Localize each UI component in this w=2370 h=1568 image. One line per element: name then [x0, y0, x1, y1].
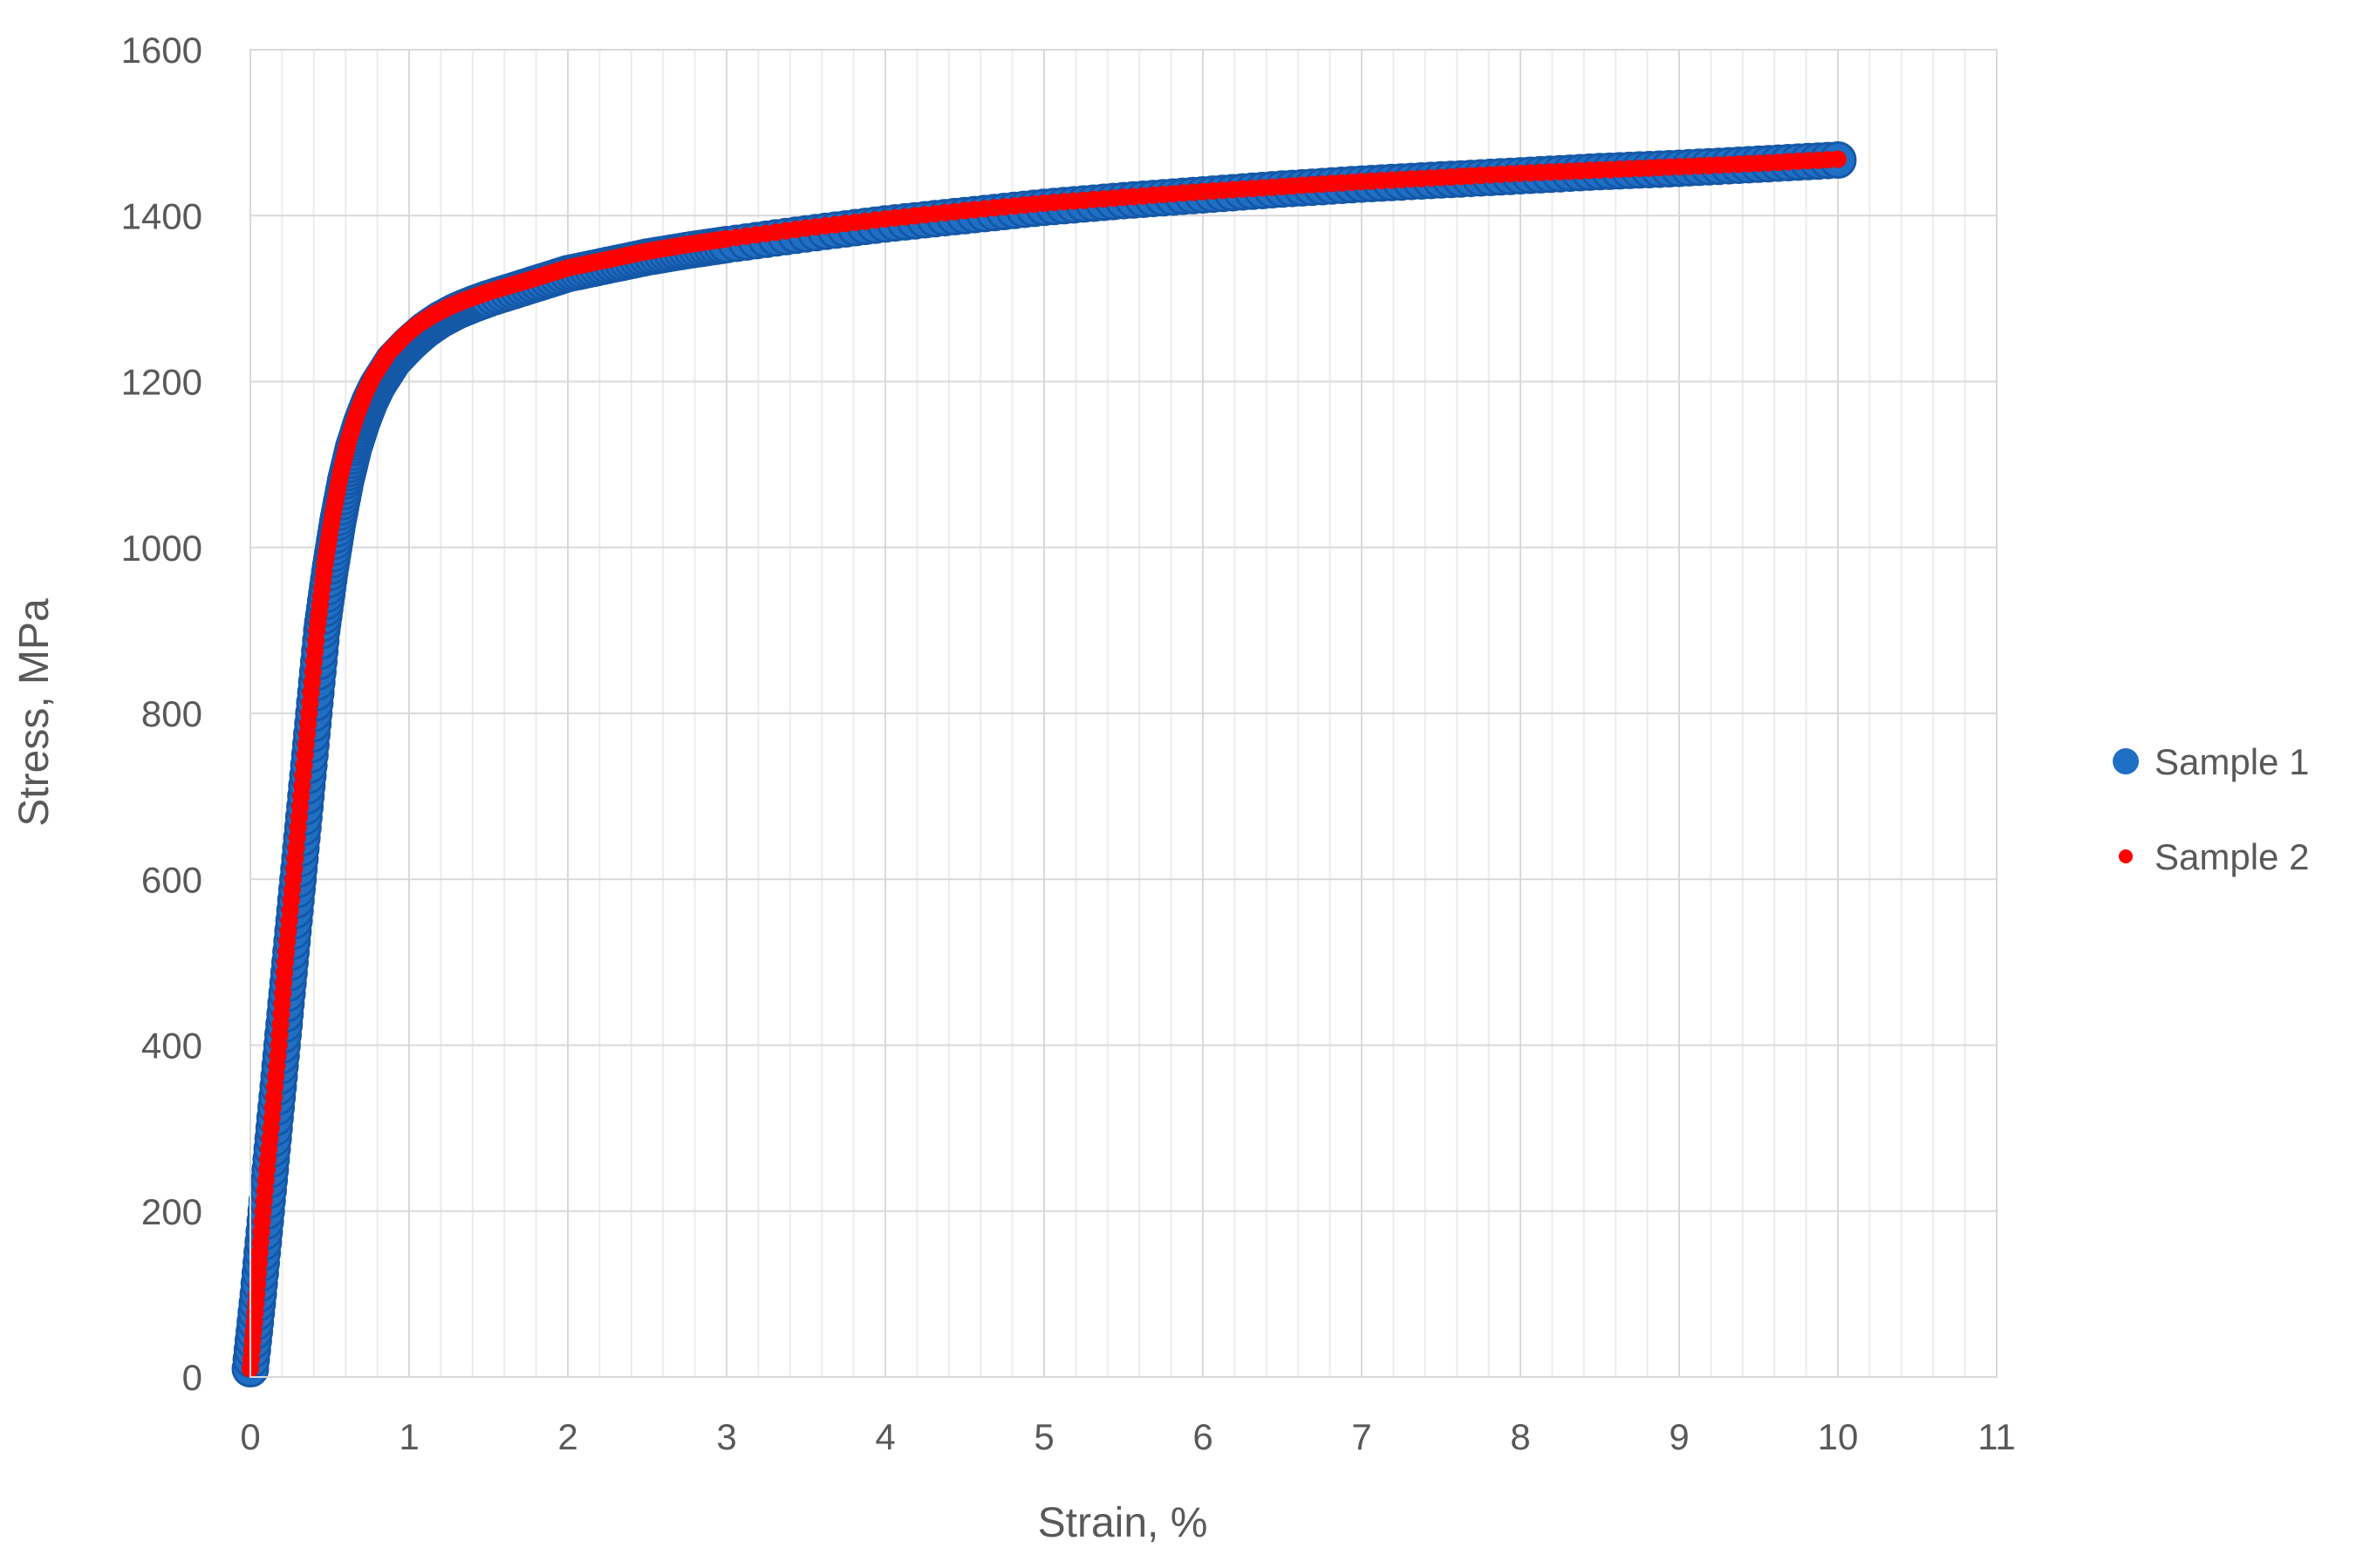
x-tick-label: 4	[875, 1416, 895, 1457]
y-axis-label: Stress, MPa	[11, 598, 58, 827]
x-tick-label: 11	[1977, 1416, 2016, 1457]
plot-area-frame	[249, 49, 1998, 1378]
axes-layer	[249, 49, 1998, 1378]
x-tick-label: 8	[1510, 1416, 1530, 1457]
legend-item-2: Sample 2	[2119, 836, 2309, 877]
legend: Sample 1 Sample 2	[2113, 741, 2309, 877]
x-tick-label: 9	[1669, 1416, 1689, 1457]
x-tick-label: 3	[716, 1416, 736, 1457]
y-tick-label: 1200	[121, 362, 202, 403]
x-tick-label: 5	[1034, 1416, 1054, 1457]
y-tick-label: 1400	[121, 195, 202, 236]
data-point	[1829, 150, 1847, 168]
y-tick-label: 0	[182, 1357, 202, 1398]
series-layer	[231, 141, 1857, 1387]
legend-label: Sample 1	[2155, 741, 2309, 782]
y-tick-label: 1000	[121, 528, 202, 569]
x-tick-label: 0	[240, 1416, 260, 1457]
y-tick-label: 800	[141, 693, 202, 734]
legend-item-1: Sample 1	[2113, 741, 2309, 782]
legend-marker	[2113, 748, 2139, 774]
x-tick-label: 7	[1351, 1416, 1371, 1457]
series-2	[242, 150, 1847, 1378]
y-tick-label: 200	[141, 1191, 202, 1232]
x-tick-label: 2	[557, 1416, 577, 1457]
x-tick-labels: 0 1 2 3 4 5 6 7 8 9 10 11	[240, 1416, 2015, 1457]
y-tick-label: 1600	[121, 30, 202, 71]
x-tick-label: 1	[399, 1416, 419, 1457]
x-axis-label: Strain, %	[1038, 1500, 1208, 1546]
y-tick-label: 400	[141, 1026, 202, 1067]
x-tick-label: 10	[1818, 1416, 1859, 1457]
x-tick-label: 6	[1192, 1416, 1212, 1457]
y-tick-label: 600	[141, 859, 202, 900]
y-tick-labels: 0 200 400 600 800 1000 1200 1400 1600	[121, 30, 202, 1398]
legend-marker	[2119, 849, 2133, 863]
legend-label: Sample 2	[2155, 836, 2309, 877]
